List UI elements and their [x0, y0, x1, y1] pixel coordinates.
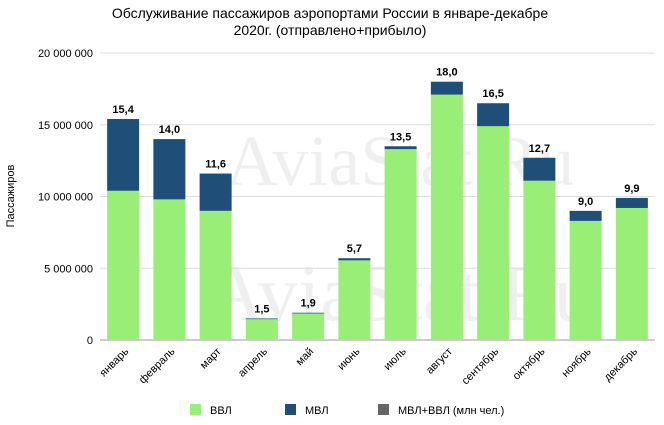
legend-label: МВЛ+ВВЛ (млн чел.) [398, 405, 504, 417]
bar-segment [615, 197, 648, 208]
bar-segment [477, 103, 510, 127]
total-label: 1,9 [300, 298, 315, 310]
bar-segment [292, 313, 325, 340]
y-tick-label: 5 000 000 [44, 263, 93, 275]
bar-segment [292, 312, 325, 314]
legend-swatch [285, 404, 296, 415]
x-tick-label: сентябрь [460, 345, 502, 387]
legend-swatch [378, 404, 389, 415]
x-tick-label: январь [98, 345, 132, 379]
y-tick-label: 15 000 000 [38, 120, 93, 132]
total-label: 1,5 [254, 303, 269, 315]
legend-swatch [190, 404, 201, 415]
y-tick-label: 20 000 000 [38, 48, 93, 60]
total-label: 12,7 [529, 143, 550, 155]
chart-subtitle: 2020г. (отправлено+прибыло) [234, 22, 427, 38]
bar-segment [199, 173, 232, 211]
total-label: 18,0 [436, 67, 457, 79]
bar-segment [430, 94, 463, 341]
bar-segment [477, 126, 510, 340]
total-label: 14,0 [159, 124, 180, 136]
chart-title: Обслуживание пассажиров аэропортами Росс… [112, 5, 548, 21]
x-tick-label: март [198, 346, 224, 372]
x-tick-label: июнь [335, 345, 362, 372]
x-tick-label: декабрь [602, 345, 640, 383]
y-tick-label: 0 [87, 335, 93, 347]
bar-segment [107, 190, 140, 340]
y-tick-label: 10 000 000 [38, 192, 93, 204]
x-tick-label: февраль [137, 345, 178, 386]
bar-segment [338, 260, 371, 340]
legend-label: ВВЛ [210, 405, 232, 417]
bar-segment [430, 81, 463, 95]
x-tick-label: июль [382, 345, 409, 372]
x-tick-label: август [424, 346, 455, 377]
bar-segment [384, 149, 417, 340]
bar-segment [569, 210, 602, 221]
x-tick-label: май [294, 346, 317, 369]
total-label: 15,4 [112, 104, 134, 116]
x-tick-label: ноябрь [560, 345, 594, 379]
total-label: 11,6 [205, 159, 226, 171]
total-label: 5,7 [347, 243, 362, 255]
total-label: 16,5 [482, 88, 503, 100]
x-tick-label: апрель [236, 345, 270, 379]
bar-segment [615, 207, 648, 340]
bar-segment [245, 319, 278, 340]
x-tick-label: октябрь [511, 345, 548, 382]
bar-segment [338, 258, 371, 261]
total-label: 13,5 [390, 131, 411, 143]
bar-segment [107, 119, 140, 191]
bar-segment [199, 210, 232, 340]
bar-segment [153, 199, 186, 340]
bar-segment [245, 318, 278, 320]
legend-label: МВЛ [305, 405, 329, 417]
total-label: 9,0 [578, 196, 593, 208]
bar-segment [384, 146, 417, 150]
bar-segment [523, 157, 556, 181]
bar-segment [569, 220, 602, 340]
bar-segment [153, 139, 186, 200]
total-label: 9,9 [624, 183, 639, 195]
bar-segment [523, 180, 556, 340]
y-axis-label: Пассажиров [5, 164, 17, 227]
